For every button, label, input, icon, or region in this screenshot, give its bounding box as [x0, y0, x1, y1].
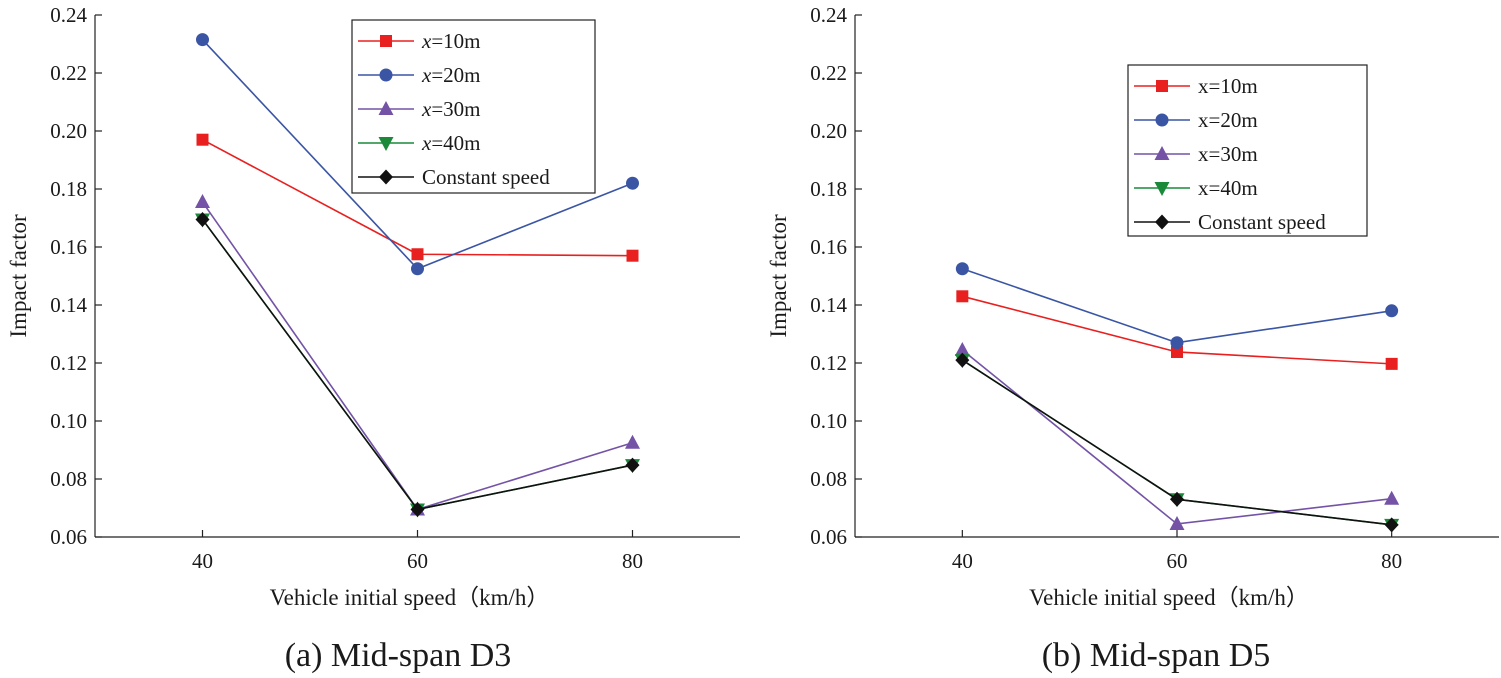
- data-point-circle: [1385, 304, 1399, 318]
- legend-marker-triangle-down: [378, 137, 394, 151]
- x-tick-label: 80: [622, 549, 643, 573]
- y-tick-label: 0.12: [810, 351, 847, 375]
- data-point-diamond: [955, 352, 970, 368]
- legend-label: x=30m: [1198, 142, 1258, 166]
- y-axis-title: Impact factor: [766, 214, 791, 338]
- y-tick-label: 0.22: [50, 61, 87, 85]
- legend-box: [1127, 64, 1368, 237]
- legend-label-text: x=40m: [1198, 176, 1258, 200]
- legend-label-text: Constant speed: [1198, 210, 1326, 234]
- data-point-triangle-up: [195, 194, 210, 209]
- y-tick-label: 0.12: [50, 351, 87, 375]
- chart-panel-a: 0.06 0.08 0.10 0.12 0.14 0.16 0.18 0.20 0.22 0.24…: [6, 3, 740, 674]
- x-tick-label: 60: [1167, 549, 1188, 573]
- legend-label-text: x=10m: [1198, 74, 1258, 98]
- legend-label: x=10m: [421, 29, 481, 53]
- data-point-diamond: [195, 211, 210, 227]
- legend-label-text: x=20m: [1198, 108, 1258, 132]
- y-tick-label: 0.10: [50, 409, 87, 433]
- data-point-circle: [1170, 336, 1184, 350]
- legend-label-text: =10m: [431, 29, 480, 53]
- legend-label: x=40m: [1198, 176, 1258, 200]
- legend-marker-circle: [379, 68, 393, 82]
- legend-label: x=10m: [1198, 74, 1258, 98]
- y-tick-label: 0.08: [50, 467, 87, 491]
- y-tick-label: 0.08: [810, 467, 847, 491]
- legend-label-italic: x: [421, 131, 432, 155]
- x-axis-title: Vehicle initial speed（km/h）: [1029, 585, 1309, 610]
- legend-label: x=40m: [421, 131, 481, 155]
- legend-label-text: =30m: [431, 97, 480, 121]
- legend-label-italic: x: [421, 97, 432, 121]
- y-tick-label: 0.06: [50, 525, 87, 549]
- y-tick-label: 0.10: [810, 409, 847, 433]
- y-tick-label: 0.16: [810, 235, 847, 259]
- legend-marker-triangle-down: [1154, 182, 1170, 196]
- legend-label-italic: x: [421, 29, 432, 53]
- data-point-triangle-up: [1169, 515, 1185, 530]
- x-tick-label: 40: [192, 549, 213, 573]
- data-point-circle: [196, 33, 209, 47]
- data-point-triangle-up: [954, 341, 970, 356]
- data-point-circle: [626, 176, 639, 190]
- data-point-triangle-up: [1384, 490, 1400, 505]
- legend-marker-triangle-up: [378, 101, 394, 115]
- legend-label-text: x=30m: [1198, 142, 1258, 166]
- y-tick-label: 0.20: [50, 119, 87, 143]
- legend-marker-diamond: [379, 169, 393, 185]
- series-line-1: [962, 267, 1392, 344]
- data-point-diamond: [1384, 517, 1399, 533]
- legend-label-text: Constant speed: [422, 165, 550, 189]
- y-tick-label: 0.14: [810, 293, 847, 317]
- data-point-circle: [411, 262, 424, 276]
- y-tick-label: 0.18: [50, 177, 87, 201]
- data-point-square: [411, 248, 424, 261]
- legend-marker-diamond: [1155, 214, 1169, 230]
- data-point-circle: [955, 262, 969, 276]
- y-tick-label: 0.18: [810, 177, 847, 201]
- legend-marker-square: [380, 35, 392, 47]
- data-point-square: [626, 249, 639, 262]
- legend-marker-square: [1156, 80, 1168, 92]
- x-tick-label: 40: [952, 549, 973, 573]
- legend-marker-triangle-up: [1154, 146, 1170, 160]
- x-axis-title: Vehicle initial speed（km/h）: [270, 585, 550, 610]
- y-tick-label: 0.24: [50, 3, 87, 27]
- y-tick-label: 0.06: [810, 525, 847, 549]
- y-tick-label: 0.22: [810, 61, 847, 85]
- y-tick-label: 0.16: [50, 235, 87, 259]
- panel-caption: (a) Mid-span D3: [285, 637, 512, 674]
- legend-label: x=30m: [421, 97, 481, 121]
- legend-label-text: =40m: [431, 131, 480, 155]
- y-tick-label: 0.24: [810, 3, 847, 27]
- series-line-2: [201, 201, 633, 511]
- x-tick-label: 80: [1381, 549, 1402, 573]
- data-point-square: [956, 290, 969, 303]
- legend-label-text: =20m: [431, 63, 480, 87]
- legend-marker-circle: [1155, 113, 1169, 127]
- legend-label: Constant speed: [422, 165, 550, 189]
- legend-label: x=20m: [421, 63, 481, 87]
- data-point-square: [1385, 357, 1398, 370]
- chart-panel-b: 0.06 0.08 0.10 0.12 0.14 0.16 0.18 0.20 0.22 0.24…: [766, 3, 1499, 674]
- data-point-diamond: [1170, 491, 1184, 507]
- data-point-diamond: [410, 501, 425, 517]
- legend: x=10m x=20m x=30m x=40m Constant speed: [1127, 64, 1368, 237]
- legend-box: [351, 19, 596, 194]
- data-point-triangle-up: [625, 434, 640, 449]
- panel-caption: (b) Mid-span D5: [1042, 637, 1271, 674]
- legend-label-italic: x: [421, 63, 432, 87]
- y-axis-title: Impact factor: [6, 214, 31, 338]
- y-tick-label: 0.14: [50, 293, 87, 317]
- x-tick-label: 60: [407, 549, 428, 573]
- data-point-square: [196, 133, 209, 146]
- legend-label: x=20m: [1198, 108, 1258, 132]
- data-point-diamond: [625, 457, 640, 473]
- y-tick-label: 0.20: [810, 119, 847, 143]
- data-point-square: [1171, 345, 1183, 358]
- legend-label: Constant speed: [1198, 210, 1326, 234]
